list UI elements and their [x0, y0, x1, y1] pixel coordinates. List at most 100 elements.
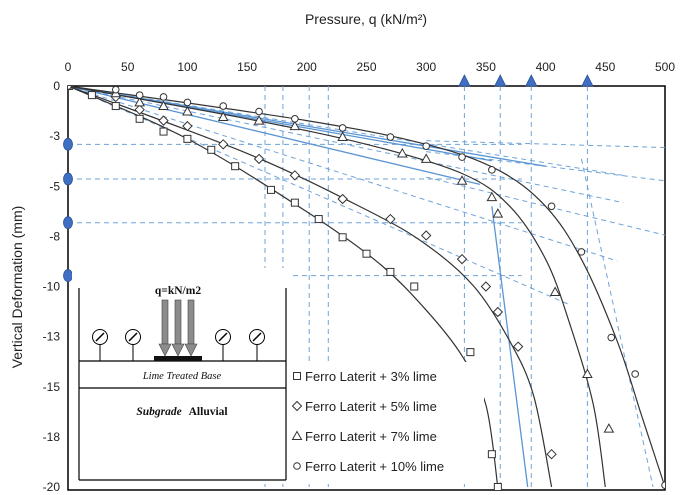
- data-point-series-2: [253, 153, 265, 165]
- data-point-series-2: [134, 104, 145, 115]
- data-point-series-2: [492, 306, 504, 318]
- data-point-series-4: [631, 370, 639, 378]
- axis-triangle-marker: [458, 74, 471, 87]
- data-point-series-1: [410, 282, 419, 291]
- layer-bottom-bold: Alluvial: [189, 406, 228, 418]
- data-point-series-3: [420, 153, 432, 163]
- data-point-series-3: [549, 286, 561, 296]
- data-points: [68, 86, 665, 490]
- data-point-series-1: [159, 127, 168, 136]
- data-point-series-4: [291, 115, 299, 123]
- data-point-series-1: [183, 134, 192, 143]
- legend-label-series-4: Ferro Laterit + 10% lime: [305, 459, 444, 474]
- data-point-series-4: [183, 98, 192, 107]
- x-tick-label: 500: [655, 60, 675, 74]
- x-tick-label: 200: [297, 60, 317, 74]
- data-point-series-2: [420, 230, 432, 241]
- tangent-guide-line: [426, 176, 665, 236]
- x-tick-label: 400: [536, 60, 556, 74]
- tangent-guide-line: [426, 151, 665, 182]
- inset-panel: [72, 268, 293, 484]
- data-point-series-2: [289, 170, 301, 181]
- data-point-series-1: [290, 198, 299, 207]
- legend: Ferro Laterit + 3% lime Ferro Laterit + 5…: [288, 362, 484, 484]
- y-tick-label: -20: [43, 480, 61, 494]
- x-tick-label: 350: [476, 60, 496, 74]
- data-point-series-3: [486, 191, 498, 202]
- data-point-series-1: [207, 145, 216, 154]
- chart-title: Pressure, q (kN/m²): [305, 11, 427, 27]
- data-point-series-2: [337, 193, 348, 205]
- x-tick-labels: 0 50 100 150 200 250 300 350 400 450 500: [65, 60, 676, 74]
- data-point-series-4: [422, 142, 431, 150]
- dial-gauge-1: [92, 329, 108, 361]
- data-point-series-4: [159, 93, 168, 101]
- y-axis-label: Vertical Deformation (mm): [9, 206, 25, 369]
- legend-marker-series-2: [291, 400, 303, 412]
- guide-markers: [63, 74, 594, 282]
- axis-triangle-marker: [525, 74, 538, 87]
- y-tick-label: -18: [43, 430, 61, 444]
- legend-marker-series-1: [293, 372, 301, 380]
- x-tick-label: 100: [177, 60, 197, 74]
- legend-label-series-3: Ferro Laterit + 7% lime: [305, 429, 437, 444]
- x-tick-label: 250: [356, 60, 376, 74]
- data-point-series-1: [87, 91, 96, 100]
- legend-label-series-2: Ferro Laterit + 5% lime: [305, 399, 437, 414]
- data-point-series-3: [217, 111, 229, 121]
- load-label: q=kN/m2: [155, 285, 201, 297]
- data-point-series-1: [386, 267, 395, 276]
- dial-gauge-3: [215, 329, 231, 361]
- legend-marker-series-4: [293, 462, 301, 470]
- y-tick-label: -10: [43, 280, 61, 294]
- tangent-guide-line: [68, 86, 624, 204]
- axis-triangle-marker: [494, 74, 507, 87]
- data-point-series-3: [182, 105, 193, 116]
- y-tick-label: -8: [49, 229, 60, 243]
- fit-curve-series-4: [68, 86, 665, 488]
- data-point-series-3: [396, 147, 408, 158]
- data-point-series-4: [338, 124, 347, 132]
- plot-frame: [67, 85, 666, 491]
- y-tick-label: 0: [53, 79, 60, 93]
- legend-box: [288, 362, 484, 484]
- data-point-series-4: [458, 153, 466, 161]
- data-point-series-4: [488, 166, 496, 174]
- data-point-series-4: [255, 107, 263, 116]
- data-point-series-4: [135, 91, 144, 99]
- data-point-series-3: [134, 96, 145, 107]
- data-point-series-4: [219, 102, 228, 110]
- data-point-series-4: [68, 86, 72, 90]
- data-point-series-3: [603, 423, 615, 433]
- data-point-series-4: [661, 481, 665, 489]
- data-point-series-4: [386, 133, 395, 141]
- axis-dot-marker: [63, 137, 73, 151]
- loading-plate: [154, 356, 202, 361]
- data-point-series-2: [158, 115, 169, 126]
- data-point-series-3: [582, 368, 593, 378]
- data-point-series-1: [314, 215, 323, 224]
- data-point-series-4: [577, 248, 586, 256]
- y-tick-label: -3: [49, 129, 60, 143]
- legend-label-series-1: Ferro Laterit + 3% lime: [305, 369, 437, 384]
- data-point-series-2: [182, 120, 193, 132]
- data-point-series-2: [546, 448, 557, 460]
- data-point-series-1: [493, 483, 502, 490]
- legend-marker-series-3: [291, 430, 303, 440]
- data-point-series-1: [338, 233, 347, 242]
- layer-bottom-label: Subgrade Alluvial: [136, 406, 227, 418]
- plate-load-diagram: q=kN/m2 Lime Treated Base Subgrade Alluv…: [72, 268, 293, 484]
- data-point-series-3: [158, 100, 169, 111]
- data-point-series-3: [492, 208, 504, 218]
- tangent-guide-line: [68, 86, 570, 306]
- tangent-solid-line: [491, 206, 529, 488]
- data-point-series-1: [231, 162, 240, 171]
- tangent-guide-line: [426, 140, 665, 149]
- data-point-series-1: [111, 102, 120, 111]
- data-point-series-4: [111, 86, 120, 94]
- x-tick-label: 150: [237, 60, 257, 74]
- data-point-series-3: [337, 131, 348, 142]
- data-point-series-4: [547, 202, 556, 211]
- data-point-series-2: [480, 281, 492, 292]
